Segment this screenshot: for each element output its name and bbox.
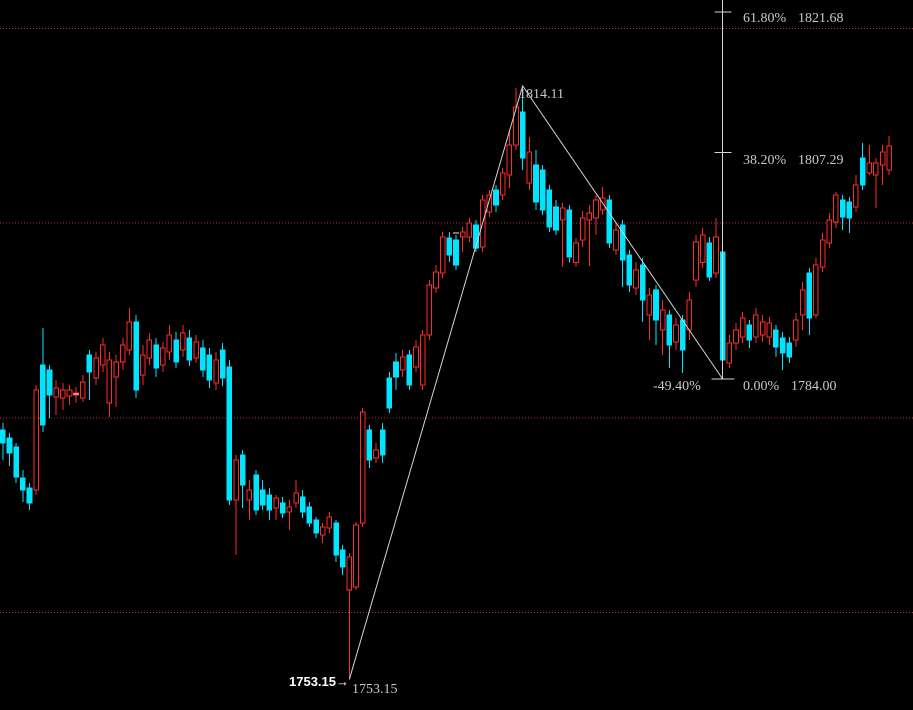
swing-low-price-label: 1753.15 (352, 682, 398, 697)
right-arrow-icon: → (336, 674, 349, 689)
fib-61.8-percent-label: 61.80% (743, 11, 787, 26)
swing-low-price-tag-value: 1753.15 (289, 674, 336, 689)
fib-0-percent-label: 0.00% (743, 379, 780, 394)
fib-38.2-percent-label: 38.20% (743, 153, 787, 168)
fib-retrace-percent-label: -49.40% (653, 379, 701, 394)
fib-38.2-price-label: 1807.29 (798, 153, 844, 168)
fib-61.8-price-label: 1821.68 (798, 11, 844, 26)
swing-low-price-tag: 1753.15→ (289, 674, 349, 689)
swing-high-price-label: 1814.11 (519, 87, 564, 102)
fib-0-price-label: 1784.00 (791, 379, 837, 394)
